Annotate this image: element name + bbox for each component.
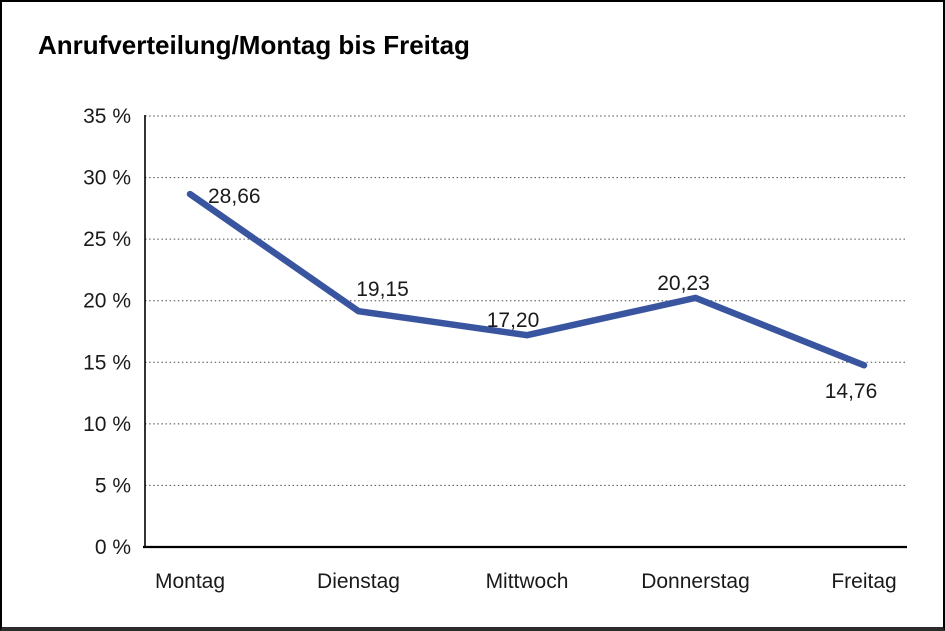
x-axis-label: Donnerstag <box>641 570 750 593</box>
data-point-label: 17,20 <box>487 309 540 332</box>
x-axis-label: Freitag <box>831 570 896 593</box>
y-tick-label: 25 % <box>83 228 131 251</box>
chart-title: Anrufverteilung/Montag bis Freitag <box>38 30 470 60</box>
y-tick-label: 15 % <box>83 351 131 374</box>
x-axis-label: Mittwoch <box>486 570 569 593</box>
y-tick-label: 5 % <box>95 474 131 497</box>
data-point-label: 28,66 <box>208 185 261 208</box>
series-line <box>186 190 868 369</box>
data-point-label: 19,15 <box>356 278 409 301</box>
y-tick-label: 20 % <box>83 290 131 313</box>
y-tick-label: 30 % <box>83 167 131 190</box>
y-tick-label: 35 % <box>83 105 131 128</box>
x-axis-label: Montag <box>155 570 225 593</box>
data-point-label: 14,76 <box>825 380 878 403</box>
y-tick-label: 0 % <box>95 536 131 559</box>
data-point-label: 20,23 <box>657 272 710 295</box>
y-tick-label: 10 % <box>83 413 131 436</box>
x-axis-label: Dienstag <box>317 570 400 593</box>
